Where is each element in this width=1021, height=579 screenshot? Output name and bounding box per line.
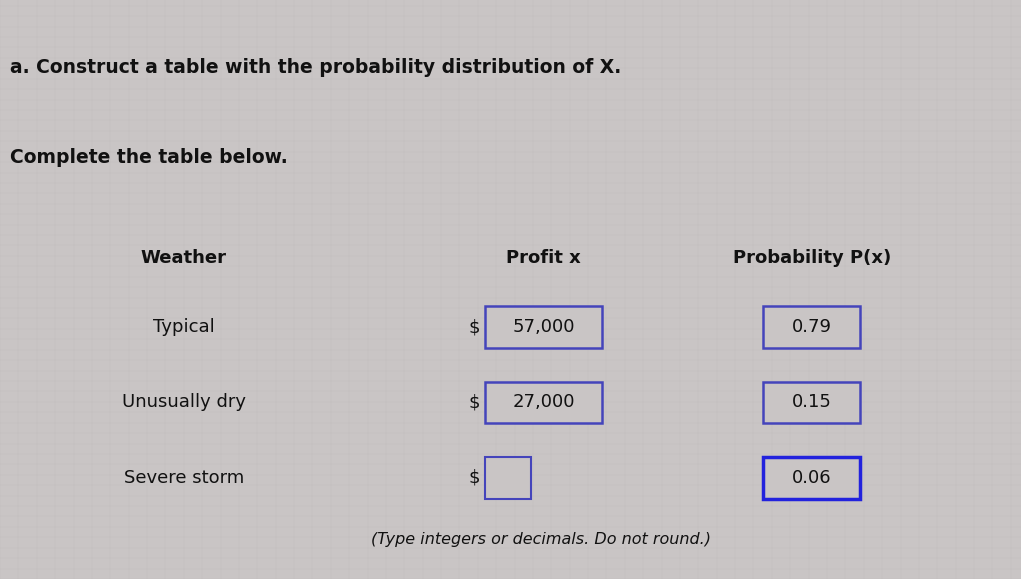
Text: Probability P(x): Probability P(x) — [733, 248, 890, 267]
Text: Weather: Weather — [141, 248, 227, 267]
Text: $: $ — [469, 468, 480, 487]
Text: $: $ — [469, 318, 480, 336]
Text: Typical: Typical — [153, 318, 214, 336]
FancyBboxPatch shape — [763, 306, 860, 348]
Text: 0.06: 0.06 — [792, 468, 831, 487]
Text: Complete the table below.: Complete the table below. — [10, 148, 288, 167]
FancyBboxPatch shape — [485, 457, 531, 499]
Text: $: $ — [469, 393, 480, 412]
Text: 27,000: 27,000 — [513, 393, 575, 412]
Text: Unusually dry: Unusually dry — [121, 393, 246, 412]
FancyBboxPatch shape — [485, 382, 602, 423]
FancyBboxPatch shape — [485, 306, 602, 348]
Text: 57,000: 57,000 — [513, 318, 575, 336]
FancyBboxPatch shape — [763, 382, 860, 423]
Text: Profit x: Profit x — [506, 248, 581, 267]
Text: (Type integers or decimals. Do not round.): (Type integers or decimals. Do not round… — [371, 532, 712, 547]
Text: Severe storm: Severe storm — [124, 468, 244, 487]
Text: a. Construct a table with the probability distribution of X.: a. Construct a table with the probabilit… — [10, 58, 622, 77]
Text: 0.15: 0.15 — [791, 393, 832, 412]
FancyBboxPatch shape — [763, 457, 860, 499]
Text: 0.79: 0.79 — [791, 318, 832, 336]
